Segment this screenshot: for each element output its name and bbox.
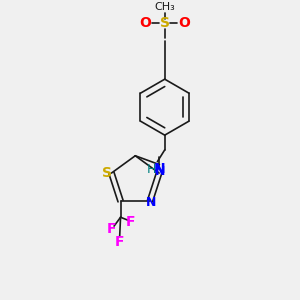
Text: N: N [155, 165, 166, 178]
Text: F: F [107, 222, 116, 236]
Text: S: S [102, 166, 112, 180]
Text: F: F [126, 215, 136, 229]
Text: CH₃: CH₃ [154, 2, 175, 12]
Text: S: S [160, 16, 170, 30]
Text: O: O [140, 16, 152, 30]
Text: N: N [154, 162, 165, 176]
Text: N: N [146, 196, 157, 209]
Text: O: O [178, 16, 190, 30]
Text: F: F [114, 235, 124, 249]
Text: H: H [147, 163, 156, 176]
